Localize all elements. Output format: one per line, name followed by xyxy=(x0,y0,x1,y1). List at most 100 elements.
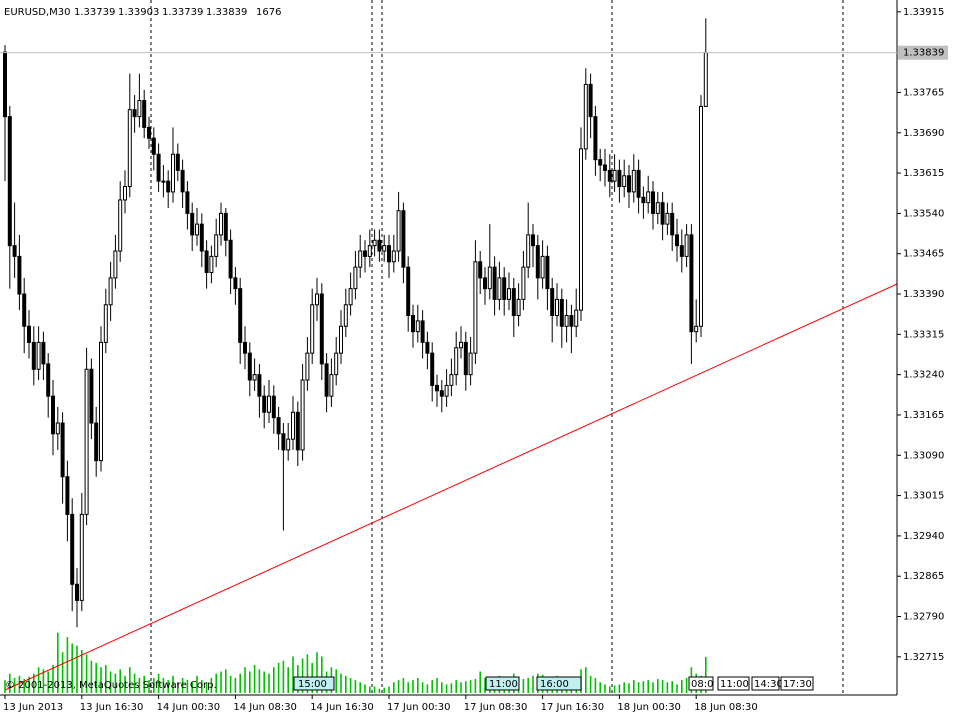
header-low: 1.33739 xyxy=(162,7,203,18)
candle-body xyxy=(540,255,545,279)
candle-body xyxy=(137,100,142,118)
time-marker[interactable]: 17:30 xyxy=(780,676,814,691)
candle-body xyxy=(228,239,233,279)
time-marker-label: 11:00 xyxy=(720,679,749,690)
candle-body xyxy=(622,175,627,188)
time-marker-label: 15:00 xyxy=(298,679,327,690)
copyright: © 2001-2013, MetaQuotes Software Corp. xyxy=(5,680,217,691)
x-tick-label: 14 Jun 08:30 xyxy=(233,702,297,713)
candle-body xyxy=(291,411,295,440)
candle-body xyxy=(588,83,593,118)
candle-body xyxy=(454,347,459,376)
candle-body xyxy=(425,341,430,354)
candle-body xyxy=(36,341,41,370)
candle-body xyxy=(660,202,665,225)
candle-body xyxy=(252,374,257,381)
header-open: 1.33739 xyxy=(74,7,115,18)
time-marker[interactable]: 08:0 xyxy=(688,676,714,691)
candle-body xyxy=(387,245,391,263)
time-marker[interactable]: 11:00 xyxy=(717,676,750,691)
candle-body xyxy=(70,513,75,585)
header-close: 1.33839 xyxy=(206,7,247,18)
candle-body xyxy=(555,298,559,317)
x-tick-label: 17 Jun 00:30 xyxy=(387,702,451,713)
candle-body xyxy=(89,368,94,424)
time-marker[interactable]: 16:00 xyxy=(536,676,582,691)
candle-body xyxy=(439,390,444,397)
candle-body xyxy=(247,352,252,381)
y-tick-label: 1.33165 xyxy=(903,410,944,421)
time-marker[interactable]: 11:00 xyxy=(485,676,520,691)
candle-body xyxy=(329,374,334,397)
candle-body xyxy=(103,304,108,343)
candle-body xyxy=(339,325,343,354)
candle-body xyxy=(574,309,579,327)
candle-body xyxy=(468,352,473,376)
candle-body xyxy=(281,433,286,451)
candle-body xyxy=(166,180,171,193)
candle-body xyxy=(99,341,103,462)
candle-body xyxy=(118,199,123,252)
candle-body xyxy=(627,175,631,193)
y-tick-label: 1.33390 xyxy=(903,289,944,300)
candle-body xyxy=(94,422,99,462)
trend-line[interactable] xyxy=(4,283,898,691)
candle-body xyxy=(233,277,238,290)
y-tick-label: 1.32865 xyxy=(903,571,944,582)
candle-body xyxy=(646,191,651,204)
bid-label: 1.33839 xyxy=(903,48,944,59)
candle-body xyxy=(449,374,454,386)
candle-body xyxy=(655,202,660,214)
candle-body xyxy=(180,169,185,193)
candle-body xyxy=(684,234,689,257)
time-marker-label: 11:00 xyxy=(489,679,518,690)
candle-body xyxy=(603,164,607,171)
candle-body xyxy=(372,239,377,247)
candle-body xyxy=(185,191,190,214)
candle-layer xyxy=(3,18,708,628)
candle-body xyxy=(521,266,526,300)
candle-body xyxy=(531,234,535,247)
candle-body xyxy=(79,513,84,601)
x-tick-label: 17 Jun 08:30 xyxy=(464,702,528,713)
candle-body xyxy=(305,352,310,381)
candle-body xyxy=(55,422,60,435)
candle-body xyxy=(689,234,694,333)
candle-body xyxy=(415,320,420,333)
candle-body xyxy=(132,109,137,118)
candle-body xyxy=(319,293,324,365)
candle-body xyxy=(641,196,646,204)
candle-body xyxy=(459,341,463,349)
candle-body xyxy=(435,384,439,392)
symbol: EURUSD,M30 xyxy=(4,7,70,18)
candle-body xyxy=(463,341,468,376)
candle-body xyxy=(75,583,79,601)
candle-body xyxy=(310,304,315,354)
time-marker[interactable]: 15:00 xyxy=(293,676,335,691)
candle-body xyxy=(271,395,276,419)
time-marker[interactable]: 14:30 xyxy=(751,676,783,691)
candle-body xyxy=(535,245,540,279)
candle-body xyxy=(324,363,329,397)
axes-layer: 1.33915 1.33765 1.33690 1.33615 1.33540 1.334… xyxy=(0,7,948,713)
candle-body xyxy=(127,109,132,188)
candle-body xyxy=(204,250,209,274)
candle-body xyxy=(703,52,708,107)
candle-body xyxy=(358,250,363,268)
candle-body xyxy=(569,315,574,327)
candle-body xyxy=(84,368,89,515)
candle-body xyxy=(7,116,12,247)
x-tick-label: 13 Jun 16:30 xyxy=(80,702,144,713)
candle-body xyxy=(175,153,180,171)
y-tick-label: 1.33090 xyxy=(903,450,944,461)
candle-body xyxy=(487,266,492,290)
candle-body xyxy=(161,180,166,183)
candle-body xyxy=(593,116,598,161)
candle-body xyxy=(17,255,22,295)
y-tick-label: 1.33315 xyxy=(903,329,944,340)
candle-body xyxy=(151,137,156,155)
candle-body xyxy=(396,210,401,252)
y-tick-label: 1.33015 xyxy=(903,491,944,502)
candle-body xyxy=(363,250,367,257)
